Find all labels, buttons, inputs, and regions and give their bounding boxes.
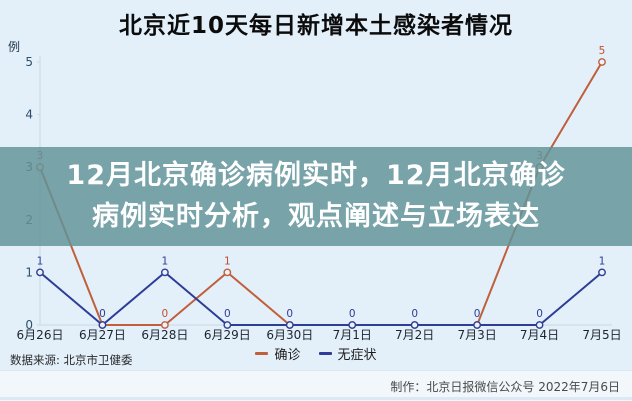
data-label-1-4: 0 [286,308,293,320]
headline-overlay-banner: 12月北京确诊病例实时，12月北京确诊 病例实时分析，观点阐述与立场表达 [0,147,632,246]
x-category-label-5: 7月1日 [333,328,372,342]
headline-line-1: 12月北京确诊病例实时，12月北京确诊 [66,160,566,191]
data-source-note: 数据来源: 北京市卫健委 [10,353,133,367]
bottom-edge-strip [0,397,632,400]
y-tick-label-5: 5 [25,55,33,69]
y-tick-label-4: 4 [25,108,33,122]
legend-swatch-0 [255,352,269,355]
x-category-label-0: 6月26日 [17,328,64,342]
data-point-1-2 [160,268,169,277]
data-label-1-6: 0 [411,308,418,320]
legend-label-1: 无症状 [337,348,377,363]
data-point-1-9 [598,268,606,277]
data-label-1-8: 0 [536,308,543,320]
legend-label-0: 确诊 [274,348,301,363]
chart-legend: 确诊 无症状 [0,344,632,363]
data-label-1-2: 1 [162,255,169,267]
x-category-label-3: 6月29日 [204,328,251,342]
data-point-1-8 [535,321,544,329]
y-axis-unit-label: 例 [8,40,21,54]
x-category-label-8: 7月4日 [520,328,559,342]
data-label-1-5: 0 [349,308,356,320]
data-point-1-6 [410,321,419,329]
x-category-label-6: 7月2日 [395,328,434,342]
data-label-1-7: 0 [474,308,481,320]
legend-swatch-1 [318,352,332,355]
x-category-label-2: 6月28日 [141,328,188,342]
footer-strip: 制作：北京日报微信公众号 2022年7月6日 [0,370,632,401]
data-point-0-9 [598,58,606,66]
series-line-1 [39,271,603,326]
x-category-label-9: 7月5日 [582,328,621,342]
x-category-label-1: 6月27日 [79,328,126,342]
y-tick-label-1: 1 [25,265,33,279]
data-label-0-9: 5 [599,45,606,57]
legend-item-1: 无症状 [318,344,377,363]
chart-title: 北京近10天每日新增本土感染者情况 [118,13,513,39]
data-point-0-3 [223,268,232,277]
x-category-label-4: 6月30日 [266,328,313,342]
headline-line-2: 病例实时分析，观点阐述与立场表达 [92,200,540,232]
data-label-1-9: 1 [599,255,606,267]
x-category-label-7: 7月3日 [457,328,496,342]
data-label-1-1: 0 [99,308,106,320]
data-label-1-3: 0 [224,308,231,320]
data-point-1-7 [473,321,482,329]
data-label-0-3: 1 [224,255,231,267]
data-point-1-3 [223,321,232,329]
legend-item-0: 确诊 [255,344,301,363]
data-label-1-0: 1 [37,255,44,267]
data-point-1-1 [98,321,107,329]
y-tick-label-0: 0 [25,318,33,332]
data-point-1-4 [285,321,294,329]
data-point-0-2 [160,321,169,329]
data-point-1-0 [36,268,44,277]
data-point-1-5 [348,321,357,329]
credit-note: 制作：北京日报微信公众号 2022年7月6日 [390,379,620,394]
data-label-0-2: 0 [162,308,169,320]
